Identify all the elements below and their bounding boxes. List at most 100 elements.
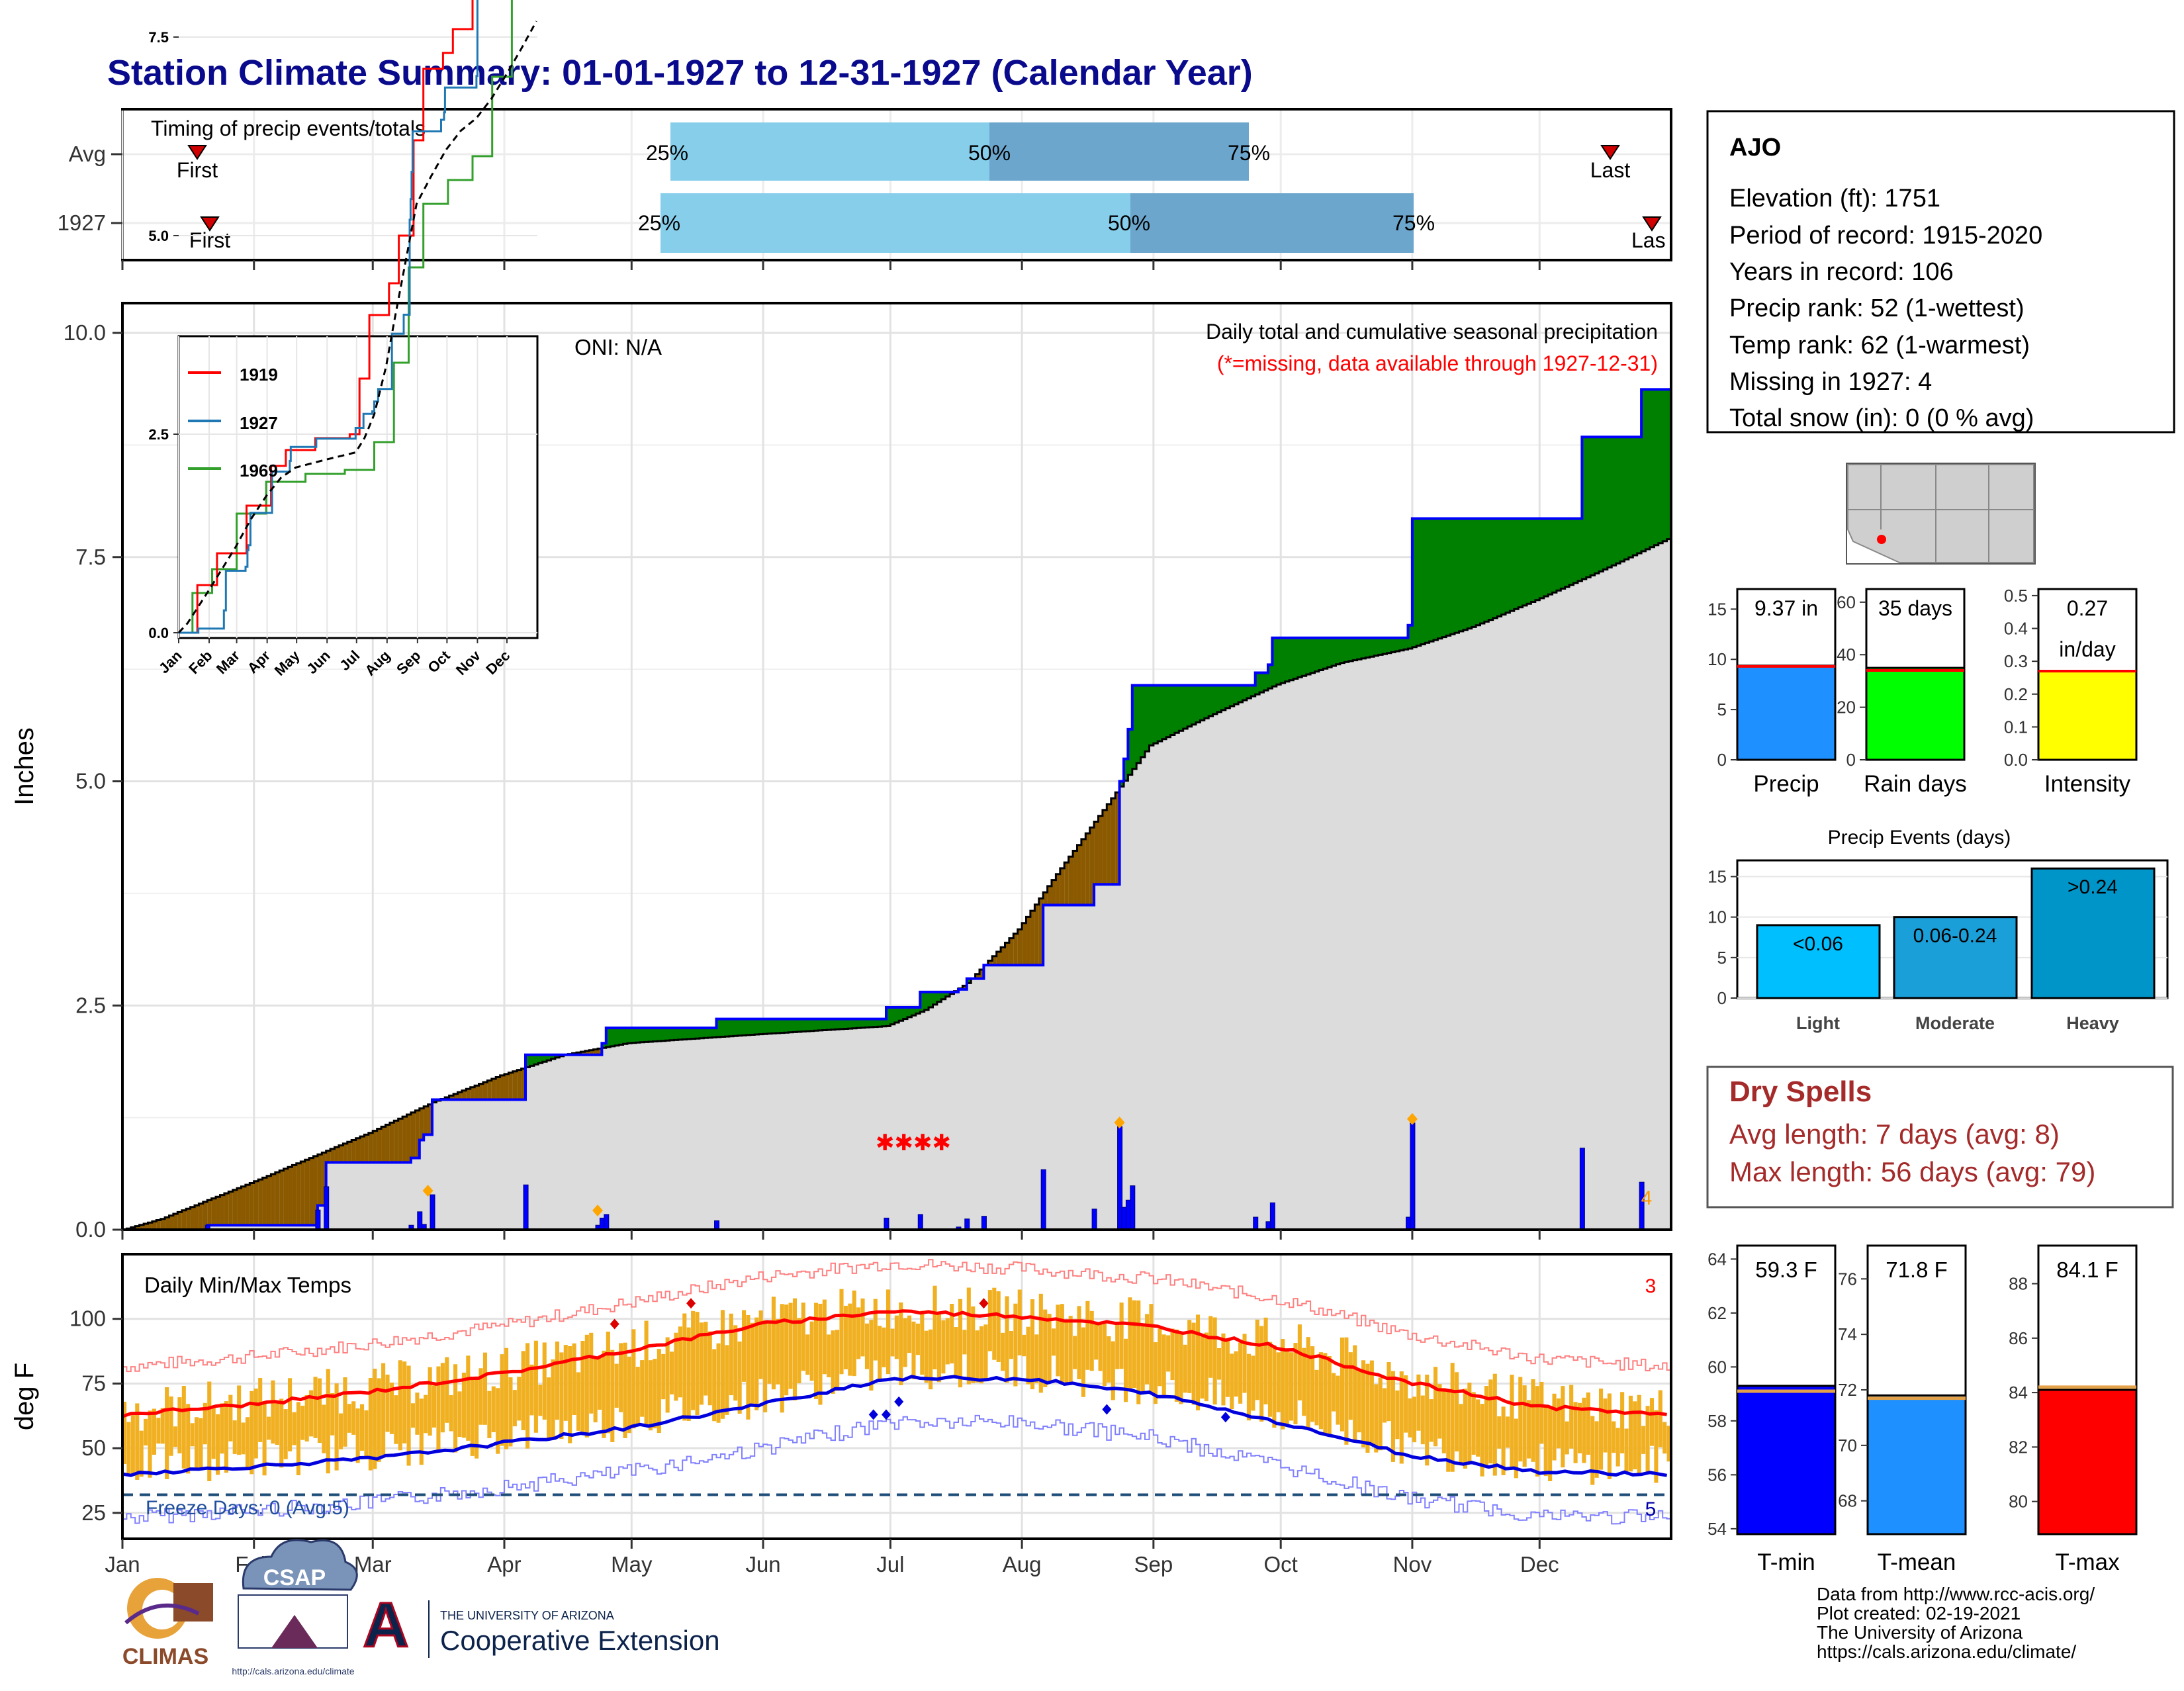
above-average-fill bbox=[839, 1019, 844, 1029]
below-average-fill bbox=[220, 1195, 225, 1226]
events-category-label: Light bbox=[1796, 1013, 1840, 1033]
below-average-fill bbox=[1085, 833, 1091, 905]
above-average-fill bbox=[750, 1019, 755, 1035]
above-average-fill bbox=[737, 1019, 743, 1036]
below-average-fill bbox=[975, 974, 980, 979]
precip-ytick-label: 2.5 bbox=[75, 993, 106, 1017]
above-average-fill bbox=[1217, 685, 1222, 712]
cumulative-average-area bbox=[682, 1039, 688, 1230]
daily-precip-bar bbox=[1579, 1148, 1585, 1230]
cumulative-average-area bbox=[385, 1124, 390, 1230]
daily-temp-bar bbox=[1492, 1373, 1497, 1476]
below-average-fill bbox=[496, 1077, 501, 1100]
cumulative-average-area bbox=[1539, 598, 1545, 1230]
daily-temp-bar bbox=[1412, 1396, 1417, 1443]
cumulative-average-area bbox=[1510, 611, 1515, 1230]
below-average-fill bbox=[347, 1142, 352, 1163]
dry-spells-title: Dry Spells bbox=[1729, 1075, 1872, 1108]
events-bar bbox=[1756, 924, 1881, 999]
cumulative-average-area bbox=[1543, 596, 1549, 1230]
cumulative-average-area bbox=[648, 1041, 653, 1230]
cumulative-average-area bbox=[915, 1013, 921, 1230]
daily-temp-bar bbox=[1179, 1334, 1183, 1404]
below-average-fill bbox=[211, 1198, 216, 1226]
above-average-fill bbox=[813, 1019, 819, 1031]
below-average-fill bbox=[377, 1128, 382, 1163]
cumulative-average-area bbox=[1263, 690, 1269, 1230]
daily-temp-bar bbox=[355, 1408, 360, 1463]
daily-temp-bar bbox=[1582, 1397, 1586, 1463]
cumulative-average-area bbox=[1437, 638, 1443, 1230]
below-average-fill bbox=[232, 1189, 238, 1226]
below-average-fill bbox=[504, 1074, 509, 1100]
cumulative-average-area bbox=[971, 978, 976, 1230]
daily-temp-bar bbox=[971, 1306, 976, 1383]
daily-temp-bar bbox=[304, 1394, 309, 1442]
cumulative-average-area bbox=[1111, 798, 1116, 1230]
above-average-fill bbox=[1455, 518, 1460, 633]
cumulative-average-area bbox=[1420, 644, 1426, 1230]
daily-temp-bar bbox=[377, 1378, 381, 1462]
daily-temp-bar bbox=[852, 1290, 856, 1377]
precip-ytick-label: 5.0 bbox=[75, 769, 106, 794]
cumulative-average-area bbox=[1590, 575, 1596, 1230]
cumulative-average-area bbox=[1153, 743, 1158, 1230]
above-average-fill bbox=[1153, 685, 1158, 744]
above-average-fill bbox=[640, 1028, 645, 1042]
daily-temp-bar bbox=[1052, 1328, 1056, 1356]
cumulative-average-area bbox=[1387, 653, 1392, 1230]
above-average-fill bbox=[1594, 437, 1600, 574]
above-average-fill bbox=[1140, 685, 1146, 758]
below-average-fill bbox=[165, 1217, 170, 1230]
cumulative-average-area bbox=[1607, 567, 1612, 1230]
above-average-fill bbox=[890, 1007, 895, 1025]
above-average-fill bbox=[1488, 518, 1494, 620]
daily-temp-bar bbox=[1501, 1406, 1506, 1475]
above-average-fill bbox=[1246, 685, 1251, 699]
daily-temp-bar bbox=[177, 1397, 182, 1453]
daily-temp-bar bbox=[1556, 1398, 1561, 1449]
above-average-fill bbox=[610, 1028, 615, 1046]
daily-temp-bar bbox=[958, 1299, 963, 1388]
above-average-fill bbox=[1357, 637, 1362, 660]
daily-temp-bar bbox=[682, 1313, 687, 1421]
cumulative-average-area bbox=[903, 1019, 908, 1230]
daily-temp-bar bbox=[173, 1426, 178, 1447]
above-average-fill bbox=[1416, 518, 1422, 646]
temp-ytick-label: 25 bbox=[81, 1500, 106, 1525]
below-average-fill bbox=[394, 1120, 399, 1163]
above-average-fill bbox=[1577, 518, 1582, 581]
cumulative-average-area bbox=[661, 1040, 666, 1230]
above-average-fill bbox=[1145, 685, 1150, 752]
above-average-fill bbox=[936, 991, 942, 1002]
cumulative-average-area bbox=[1565, 586, 1570, 1230]
daily-temp-bar bbox=[279, 1398, 284, 1468]
daily-temp-bar bbox=[1246, 1353, 1251, 1421]
cumulative-average-area bbox=[610, 1046, 615, 1230]
below-average-fill bbox=[245, 1185, 250, 1226]
above-average-fill bbox=[1586, 437, 1591, 578]
timing-1927-75: 75% bbox=[1392, 211, 1435, 235]
daily-temp-bar bbox=[627, 1356, 631, 1434]
above-average-fill bbox=[1297, 637, 1302, 678]
footer: Data from http://www.rcc-acis.org/ Plot … bbox=[122, 1539, 2095, 1676]
above-average-fill bbox=[1306, 637, 1311, 674]
below-average-fill bbox=[512, 1071, 518, 1100]
cumulative-average-area bbox=[1561, 588, 1566, 1230]
above-average-fill bbox=[547, 1054, 552, 1061]
daily-precip-bar bbox=[1639, 1181, 1645, 1230]
below-average-fill bbox=[1034, 904, 1040, 966]
above-average-fill bbox=[657, 1028, 662, 1042]
below-average-fill bbox=[424, 1106, 429, 1135]
timing-1927-50: 50% bbox=[1108, 211, 1150, 235]
cumulative-average-area bbox=[1289, 680, 1295, 1230]
cumulative-average-area bbox=[933, 1004, 938, 1230]
above-average-fill bbox=[886, 1007, 891, 1027]
above-average-fill bbox=[920, 991, 925, 1012]
daily-temp-bar bbox=[1318, 1352, 1323, 1430]
cumulative-average-area bbox=[1174, 733, 1179, 1230]
cumulative-average-area bbox=[1649, 547, 1655, 1230]
above-average-fill bbox=[1446, 518, 1451, 636]
daily-temp-bar bbox=[1332, 1373, 1336, 1412]
daily-temp-bar bbox=[190, 1423, 195, 1447]
